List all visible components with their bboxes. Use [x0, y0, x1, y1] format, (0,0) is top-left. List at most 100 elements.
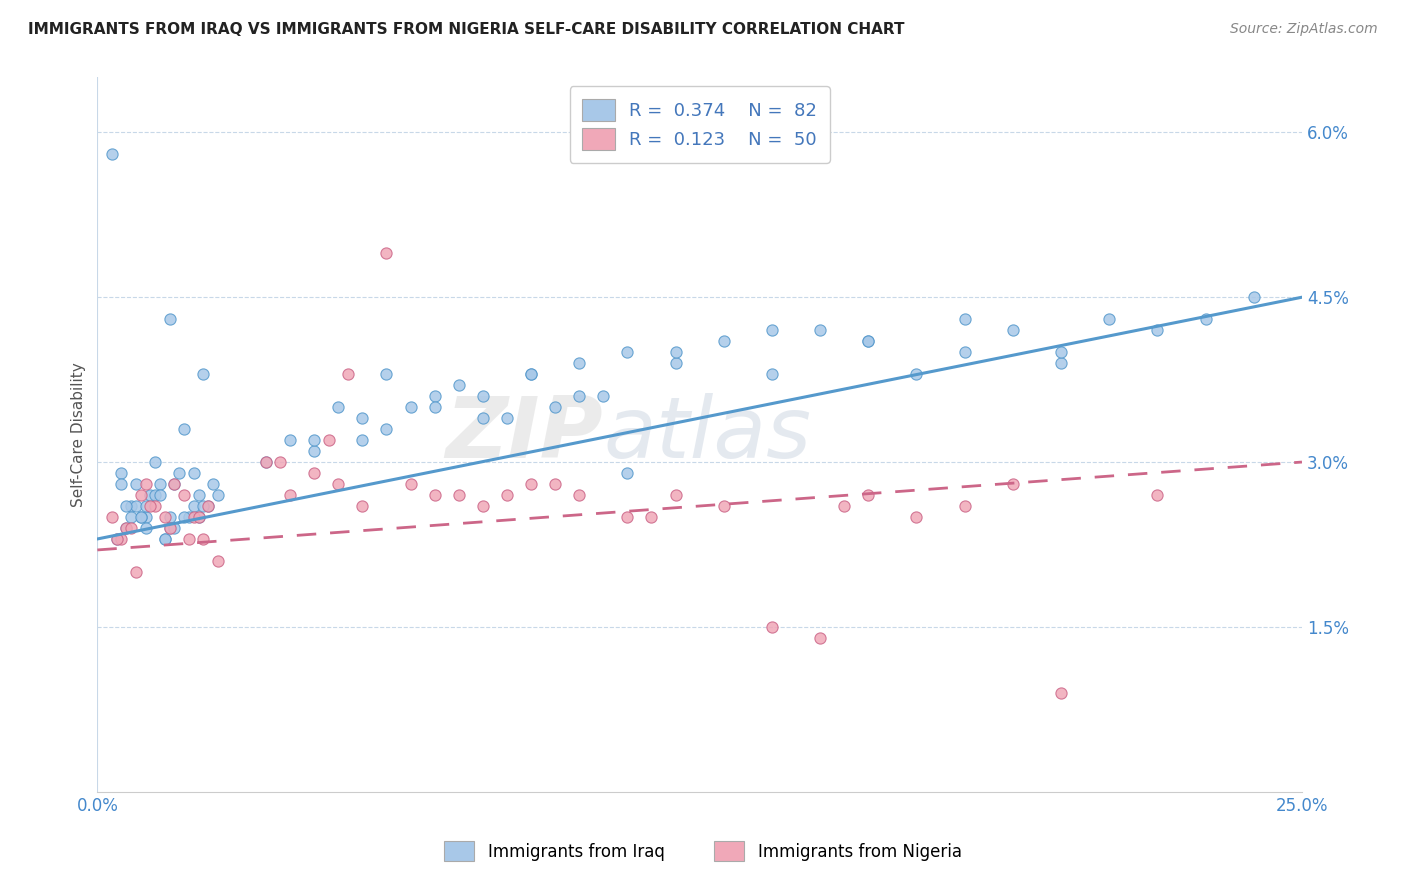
Point	[143, 455, 166, 469]
Point	[302, 466, 325, 480]
Point	[302, 433, 325, 447]
Point	[858, 488, 880, 502]
Point	[173, 510, 195, 524]
Point	[163, 521, 186, 535]
Point	[905, 367, 928, 381]
Point	[105, 532, 128, 546]
Point	[159, 312, 181, 326]
Point	[159, 521, 181, 535]
Point	[808, 323, 831, 337]
Point	[808, 631, 831, 645]
Point	[496, 488, 519, 502]
Point	[544, 477, 567, 491]
Point	[167, 466, 190, 480]
Point	[544, 400, 567, 414]
Point	[149, 477, 172, 491]
Point	[101, 510, 124, 524]
Point	[135, 510, 157, 524]
Point	[120, 521, 142, 535]
Point	[447, 378, 470, 392]
Point	[1050, 356, 1073, 370]
Point	[254, 455, 277, 469]
Point	[568, 389, 591, 403]
Point	[352, 411, 374, 425]
Point	[1050, 345, 1073, 359]
Point	[423, 488, 446, 502]
Point	[761, 367, 783, 381]
Point	[197, 499, 219, 513]
Point	[302, 444, 325, 458]
Point	[173, 488, 195, 502]
Point	[193, 367, 215, 381]
Point	[399, 477, 422, 491]
Point	[115, 521, 138, 535]
Point	[953, 312, 976, 326]
Point	[1050, 686, 1073, 700]
Point	[616, 466, 638, 480]
Point	[115, 499, 138, 513]
Point	[163, 477, 186, 491]
Point	[713, 334, 735, 348]
Point	[328, 400, 350, 414]
Point	[135, 521, 157, 535]
Point	[193, 532, 215, 546]
Point	[713, 499, 735, 513]
Point	[207, 488, 229, 502]
Point	[471, 499, 494, 513]
Point	[520, 367, 543, 381]
Point	[197, 499, 219, 513]
Point	[187, 510, 209, 524]
Point	[423, 389, 446, 403]
Point	[278, 488, 301, 502]
Point	[664, 345, 686, 359]
Point	[640, 510, 662, 524]
Point	[129, 488, 152, 502]
Point	[1243, 290, 1265, 304]
Text: atlas: atlas	[603, 393, 811, 476]
Point	[318, 433, 340, 447]
Point	[352, 499, 374, 513]
Point	[953, 345, 976, 359]
Point	[120, 499, 142, 513]
Point	[471, 411, 494, 425]
Point	[135, 477, 157, 491]
Y-axis label: Self-Care Disability: Self-Care Disability	[72, 362, 86, 507]
Point	[858, 334, 880, 348]
Point	[187, 510, 209, 524]
Point	[120, 510, 142, 524]
Point	[153, 510, 176, 524]
Point	[187, 488, 209, 502]
Point	[1098, 312, 1121, 326]
Point	[110, 532, 132, 546]
Point	[664, 356, 686, 370]
Point	[177, 532, 200, 546]
Point	[905, 510, 928, 524]
Point	[183, 499, 205, 513]
Point	[471, 389, 494, 403]
Point	[143, 499, 166, 513]
Point	[375, 246, 398, 260]
Point	[125, 499, 148, 513]
Point	[135, 499, 157, 513]
Point	[159, 510, 181, 524]
Point	[125, 477, 148, 491]
Point	[110, 477, 132, 491]
Point	[269, 455, 291, 469]
Point	[153, 532, 176, 546]
Point	[496, 411, 519, 425]
Point	[163, 477, 186, 491]
Point	[193, 499, 215, 513]
Point	[101, 147, 124, 161]
Point	[520, 367, 543, 381]
Point	[399, 400, 422, 414]
Point	[183, 510, 205, 524]
Point	[183, 466, 205, 480]
Point	[858, 334, 880, 348]
Point	[159, 521, 181, 535]
Point	[352, 433, 374, 447]
Point	[953, 499, 976, 513]
Point	[139, 499, 162, 513]
Point	[616, 510, 638, 524]
Point	[761, 620, 783, 634]
Point	[568, 488, 591, 502]
